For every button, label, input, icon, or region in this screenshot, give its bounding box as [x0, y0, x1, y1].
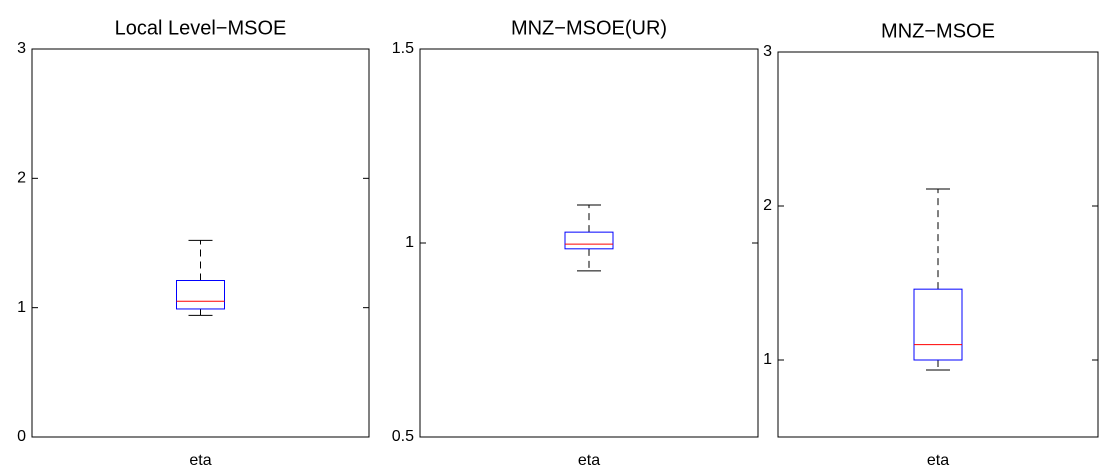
box: [913, 288, 963, 361]
y-tick-label: 1: [405, 234, 414, 251]
x-tick-label: eta: [578, 452, 600, 469]
chart-title: MNZ−MSOE(UR): [511, 17, 667, 39]
y-tick-label: 1: [17, 299, 26, 316]
box: [176, 280, 225, 310]
axes-frame: [419, 48, 759, 438]
x-tick-label: eta: [189, 452, 211, 469]
y-tick-label: 2: [17, 170, 26, 187]
x-tick-label: eta: [927, 452, 949, 469]
axes-frame: [31, 48, 370, 438]
y-tick-label: 3: [17, 40, 26, 57]
box: [564, 231, 614, 250]
y-tick-label: 1.5: [392, 40, 414, 57]
chart-title: Local Level−MSOE: [115, 17, 287, 39]
y-tick-label: 3: [763, 43, 772, 60]
y-tick-label: 2: [763, 197, 772, 214]
y-tick-label: 1: [763, 351, 772, 368]
axes-frame: [777, 51, 1099, 438]
y-tick-label: 0: [17, 428, 26, 445]
y-tick-label: 0.5: [392, 428, 414, 445]
chart-title: MNZ−MSOE: [881, 20, 995, 42]
